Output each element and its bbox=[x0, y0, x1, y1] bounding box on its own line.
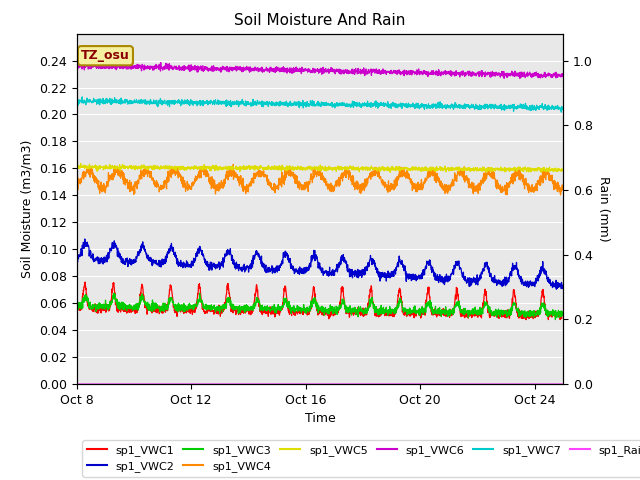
Y-axis label: Rain (mm): Rain (mm) bbox=[596, 176, 609, 241]
Title: Soil Moisture And Rain: Soil Moisture And Rain bbox=[234, 13, 406, 28]
Y-axis label: Soil Moisture (m3/m3): Soil Moisture (m3/m3) bbox=[20, 140, 33, 278]
X-axis label: Time: Time bbox=[305, 412, 335, 425]
Text: TZ_osu: TZ_osu bbox=[81, 49, 130, 62]
Legend: sp1_VWC1, sp1_VWC2, sp1_VWC3, sp1_VWC4, sp1_VWC5, sp1_VWC6, sp1_VWC7, sp1_Rain: sp1_VWC1, sp1_VWC2, sp1_VWC3, sp1_VWC4, … bbox=[83, 440, 640, 477]
